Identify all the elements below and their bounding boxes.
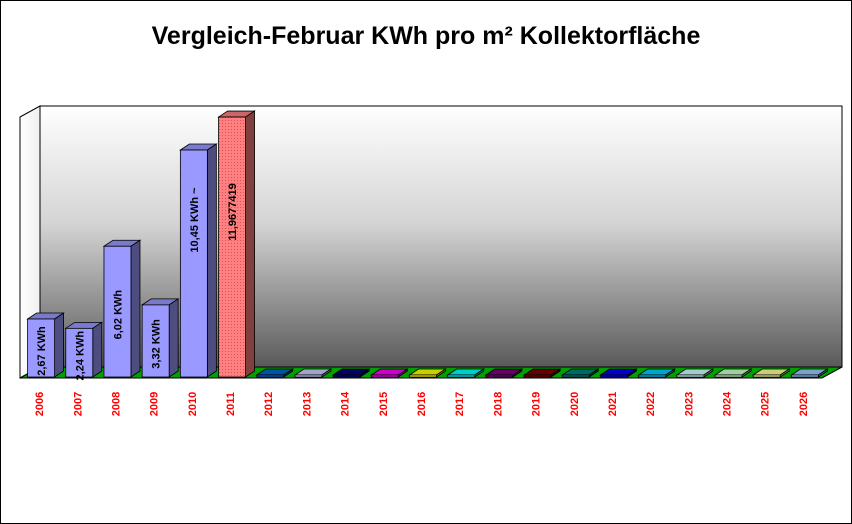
bar-front-2012: [256, 374, 285, 378]
bar-front-2018: [485, 374, 514, 378]
bar-2025: [751, 368, 791, 378]
bar-side-2008: [130, 239, 141, 378]
bar-2016: [408, 368, 447, 378]
bar-2021: [599, 368, 638, 378]
data-label-2011: 11,9677419: [227, 183, 239, 241]
x-tick-2021: 2021: [607, 392, 619, 416]
bar-side-2010: [206, 143, 217, 378]
bar-front-2017: [447, 374, 476, 378]
bar-2022: [637, 368, 676, 378]
bar-2024: [713, 368, 753, 378]
data-label-2009: 3,32 KWh: [151, 319, 163, 369]
x-tick-2008: 2008: [110, 392, 122, 416]
x-tick-2012: 2012: [263, 392, 275, 416]
bar-front-2022: [638, 374, 667, 378]
bar-2014: [331, 368, 371, 378]
x-tick-2020: 2020: [569, 392, 581, 416]
x-tick-2006: 2006: [34, 392, 46, 416]
x-tick-2013: 2013: [301, 392, 313, 416]
bar-2012: [255, 368, 295, 378]
chart-title: Vergleich-Februar KWh pro m² Kollektorfl…: [151, 22, 701, 50]
bar-2020: [560, 368, 600, 378]
x-tick-2023: 2023: [683, 392, 695, 416]
x-tick-2018: 2018: [492, 392, 504, 416]
bar-2013: [293, 368, 333, 378]
bar-2026: [790, 368, 829, 378]
data-label-2010: 10,45 KWh ~: [189, 187, 201, 253]
bar-front-2026: [791, 374, 819, 378]
x-tick-2014: 2014: [340, 391, 352, 416]
bar-2017: [446, 368, 486, 378]
bar-2007: 2,24 KWh: [64, 321, 104, 381]
x-tick-2022: 2022: [645, 392, 657, 416]
bar-side-2011: [245, 110, 255, 378]
bar-front-2014: [332, 374, 361, 378]
bar-2023: [675, 368, 715, 378]
bar-front-2008: [103, 245, 132, 378]
bar-front-2024: [714, 374, 743, 378]
bar-front-2007: [65, 327, 94, 378]
data-label-2008: 6,02 KWh: [112, 290, 124, 340]
bar-2006: 2,67 KWh: [26, 312, 65, 378]
bar-side-2006: [54, 312, 64, 378]
x-tick-2017: 2017: [454, 392, 466, 416]
bar-front-2013: [294, 374, 323, 378]
bar-front-2025: [752, 374, 781, 378]
bar-front-2011: [218, 116, 246, 378]
x-tick-2011: 2011: [225, 392, 237, 416]
bar-2011: 11,9677419: [217, 110, 256, 378]
data-label-2007: 2,24 KWh: [74, 331, 86, 381]
x-tick-2024: 2024: [722, 391, 734, 416]
x-tick-2015: 2015: [378, 392, 390, 416]
bar-front-2016: [409, 374, 437, 378]
x-tick-2007: 2007: [72, 392, 84, 416]
x-axis-ticks: 2006 2007 2008 2009 2010 2011 2012 2013 2014 2015…: [34, 391, 810, 416]
bar-front-2010: [179, 149, 208, 378]
bar-front-2023: [676, 374, 705, 378]
bar-side-2007: [92, 321, 103, 378]
bar-2019: [522, 368, 562, 378]
x-tick-2025: 2025: [760, 392, 772, 416]
data-label-2006: 2,67 KWh: [36, 326, 48, 376]
bar-front-2021: [600, 374, 628, 378]
bar-side-2009: [168, 298, 179, 378]
x-tick-2019: 2019: [531, 392, 543, 416]
bar-front-2020: [561, 374, 590, 378]
bar-front-2006: [27, 318, 55, 378]
bar-2018: [484, 368, 524, 378]
bar-2008: 6,02 KWh: [102, 239, 142, 378]
x-tick-2009: 2009: [149, 392, 161, 416]
x-tick-2016: 2016: [416, 392, 428, 416]
bar-2010: 10,45 KWh ~: [179, 143, 218, 378]
x-tick-2026: 2026: [798, 392, 810, 416]
bar-front-2009: [141, 304, 170, 378]
bar-front-2015: [370, 374, 399, 378]
bar-2009: 3,32 KWh: [140, 298, 180, 378]
bar-2015: [369, 368, 409, 378]
bar-group: 2,67 KWh 2,24 KWh 6,02 KWh 3,32 KWh 10,45 KW…: [26, 110, 829, 381]
bar-front-2019: [523, 374, 552, 378]
x-tick-2010: 2010: [187, 392, 199, 416]
